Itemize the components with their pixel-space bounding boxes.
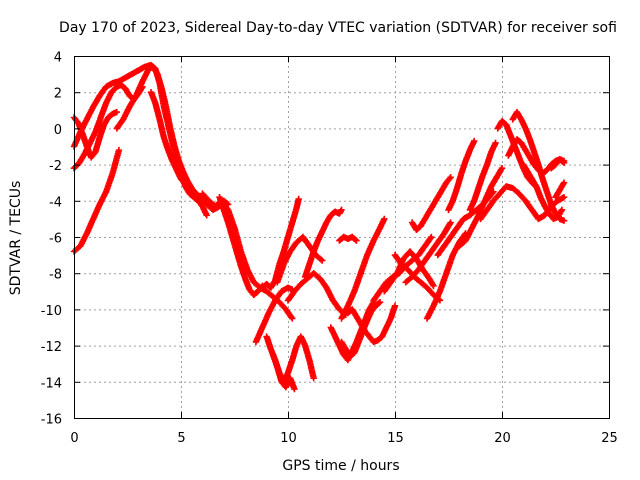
series-track-22 (381, 248, 437, 295)
y-tick-label: -8 (49, 268, 62, 283)
chart-title: Day 170 of 2023, Sidereal Day-to-day VTE… (59, 20, 617, 36)
y-tick-label: -4 (49, 195, 62, 210)
series-track-19 (344, 302, 399, 346)
series-track-34 (509, 108, 568, 224)
data-markers (381, 248, 437, 295)
data-markers (456, 165, 506, 250)
data-markers (269, 351, 298, 393)
series-track-25 (408, 174, 454, 233)
y-tick-label: -10 (41, 304, 62, 319)
data-layer (70, 61, 568, 393)
series-track-28 (445, 137, 478, 214)
y-tick-label: -16 (41, 413, 62, 428)
data-markers (520, 161, 566, 223)
x-tick-label: 15 (387, 431, 404, 446)
data-markers (216, 194, 266, 299)
series-track-14 (284, 270, 349, 319)
series-track-11 (269, 351, 298, 393)
data-markers (336, 233, 360, 244)
data-markers (199, 190, 296, 322)
y-axis-label: SDTVAR / TECUs (8, 181, 24, 296)
x-tick-label: 20 (494, 431, 511, 446)
data-markers (301, 206, 345, 280)
y-tick-label: -14 (41, 376, 62, 391)
x-tick-label: 5 (177, 431, 185, 446)
data-markers (445, 137, 478, 214)
y-tick-label: 4 (54, 51, 62, 66)
y-tick-label: 2 (54, 87, 62, 102)
data-markers (252, 284, 296, 346)
series-track-20 (336, 233, 360, 244)
data-markers (259, 195, 302, 291)
data-markers (113, 63, 204, 203)
data-markers (548, 156, 568, 172)
data-markers (423, 230, 469, 322)
data-markers (466, 139, 499, 214)
series-track-07 (199, 190, 296, 322)
series-track-29 (456, 165, 506, 250)
series-track-08 (216, 194, 266, 299)
data-markers (344, 302, 399, 346)
series-track-36 (548, 156, 568, 172)
y-tick-label: -12 (41, 340, 62, 355)
series-track-24 (402, 219, 454, 286)
y-tick-label: -2 (49, 159, 62, 174)
series-track-13 (259, 195, 302, 291)
series-track-16 (338, 215, 388, 322)
y-tick-label: 0 (54, 123, 62, 138)
x-tick-label: 0 (70, 431, 78, 446)
series-track-05 (113, 63, 204, 203)
series-track-35 (520, 161, 566, 223)
y-tick-label: -6 (49, 232, 62, 247)
series-track-37 (552, 179, 568, 201)
data-markers (408, 174, 454, 233)
series-track-09 (252, 284, 296, 346)
series-track-15 (301, 206, 345, 280)
x-tick-label: 10 (280, 431, 297, 446)
data-markers (338, 215, 388, 322)
series-track-18 (338, 298, 384, 360)
data-markers (402, 219, 454, 286)
series-track-30 (466, 139, 499, 214)
data-markers (509, 108, 568, 224)
data-markers (552, 179, 568, 201)
data-markers (284, 270, 349, 319)
x-axis-label: GPS time / hours (282, 458, 399, 474)
x-tick-label: 25 (601, 431, 618, 446)
data-markers (338, 298, 384, 360)
series-track-26 (423, 230, 469, 322)
